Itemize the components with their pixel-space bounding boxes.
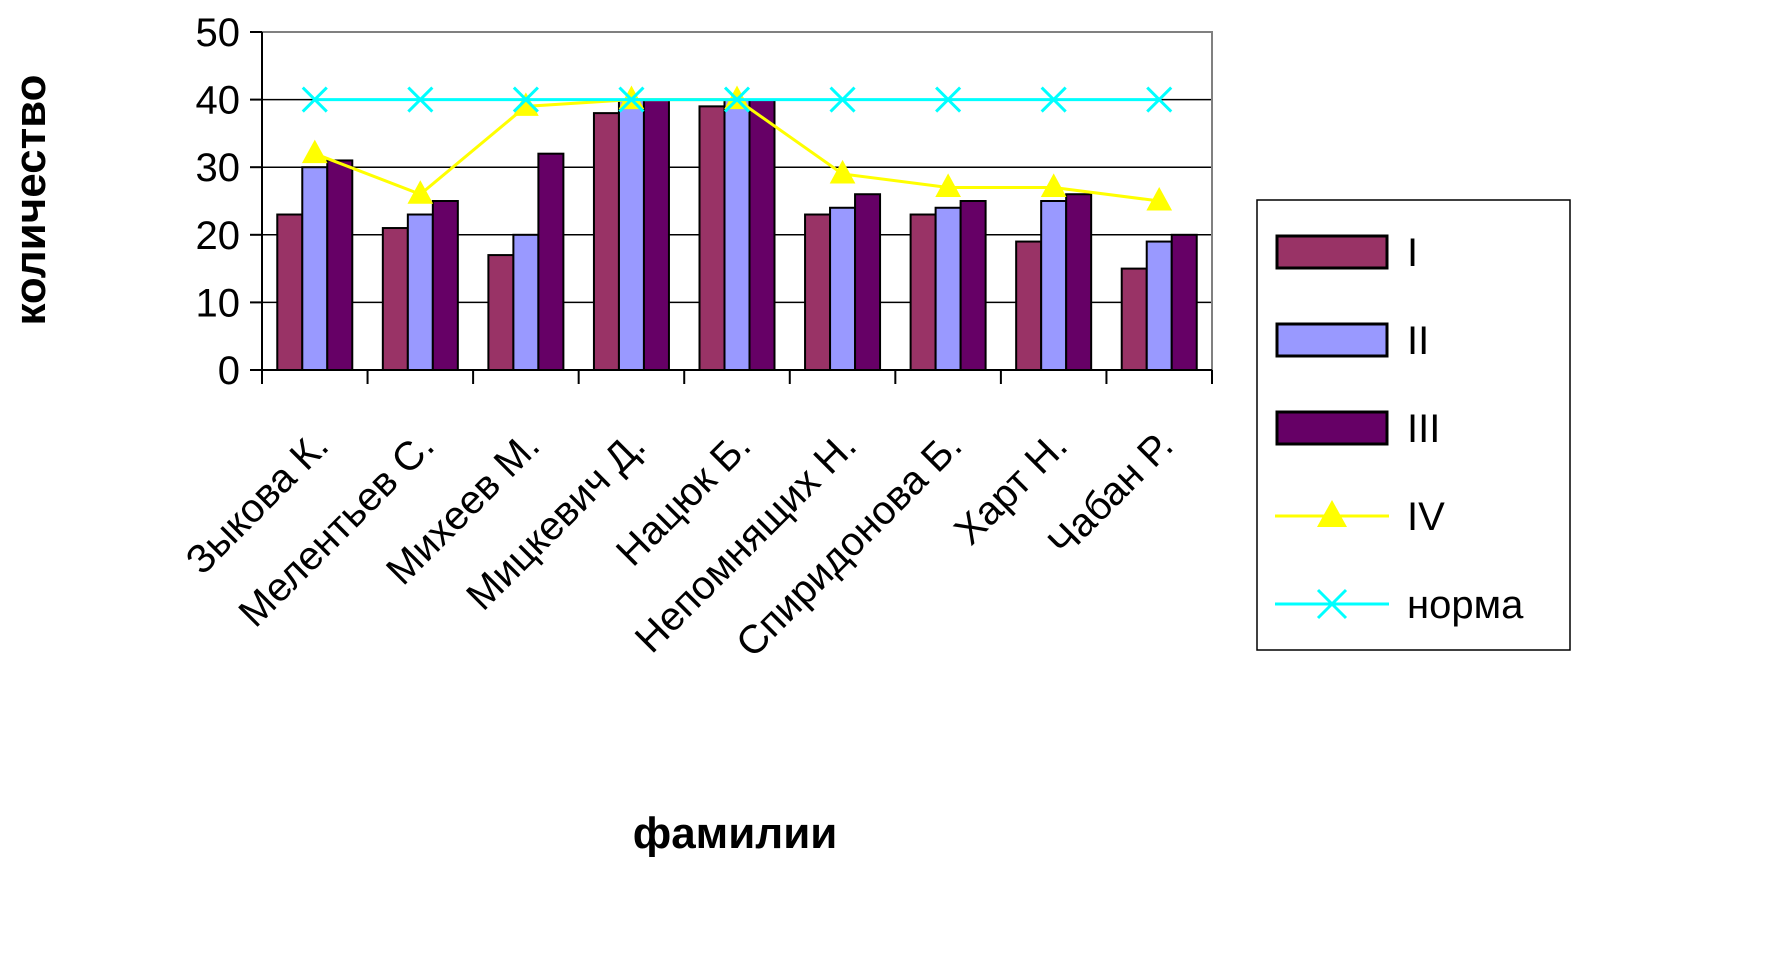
bar <box>1120 267 1148 372</box>
x-axis-title: фамилии <box>633 809 838 858</box>
bar <box>431 200 459 371</box>
x-marker <box>935 86 962 113</box>
bar <box>276 213 304 371</box>
bar <box>959 200 987 371</box>
y-tick-label: 30 <box>196 146 241 190</box>
bar <box>487 254 515 371</box>
bar <box>512 233 540 371</box>
legend-swatch <box>1275 410 1389 446</box>
lines <box>301 85 1173 211</box>
y-axis-title: количество <box>6 74 55 325</box>
y-tick-label: 50 <box>196 11 241 55</box>
triangle-marker <box>829 159 856 184</box>
y-tick-label: 0 <box>218 349 240 393</box>
triangle-marker <box>935 173 961 197</box>
axes <box>250 31 1213 384</box>
x-marker <box>1146 86 1173 113</box>
bar <box>406 213 434 371</box>
x-marker <box>512 86 539 113</box>
triangle-marker <box>1146 186 1173 211</box>
bar <box>723 98 751 371</box>
bar <box>829 206 857 371</box>
legend-swatch <box>1275 234 1389 270</box>
y-tick-label: 10 <box>196 281 241 325</box>
bar <box>592 112 620 372</box>
x-marker <box>618 86 645 113</box>
legend-triangle-marker <box>1317 500 1347 527</box>
bar <box>642 98 670 371</box>
bar <box>301 166 329 371</box>
bar <box>934 206 962 371</box>
x-marker <box>829 86 856 113</box>
x-marker <box>301 86 328 113</box>
x-marker <box>723 86 751 113</box>
y-tick-label: 40 <box>196 79 241 123</box>
bar <box>1015 240 1043 371</box>
x-tick-labels: Зыкова К.Мелентьев С.Михеев М.Мицкевич Д… <box>178 423 1182 665</box>
triangle-marker <box>407 180 434 204</box>
bars <box>276 98 1198 372</box>
bar <box>698 105 726 372</box>
legend-label: норма <box>1407 583 1524 627</box>
bar <box>748 98 776 371</box>
bar <box>617 98 645 371</box>
y-tick-labels: 0 10 20 30 40 50 <box>196 11 241 393</box>
bar <box>1065 193 1093 371</box>
triangle-marker <box>301 139 328 164</box>
bar <box>909 213 937 371</box>
legend-label: I <box>1407 231 1418 275</box>
legend-label: IV <box>1407 495 1445 539</box>
y-tick-label: 20 <box>196 214 241 258</box>
legend-label: III <box>1407 407 1440 451</box>
x-marker <box>1040 86 1067 113</box>
legend-label: II <box>1407 319 1429 363</box>
triangle-marker <box>1040 173 1067 197</box>
bar <box>381 227 409 371</box>
x-marker <box>407 86 434 113</box>
bar <box>1170 233 1198 371</box>
bar <box>326 159 354 371</box>
legend-x-marker <box>1316 588 1348 620</box>
bar <box>1145 240 1173 371</box>
legend-swatch <box>1275 322 1389 358</box>
bar <box>854 193 882 371</box>
bar <box>537 152 565 371</box>
bar <box>804 213 832 371</box>
bar <box>1040 200 1068 371</box>
